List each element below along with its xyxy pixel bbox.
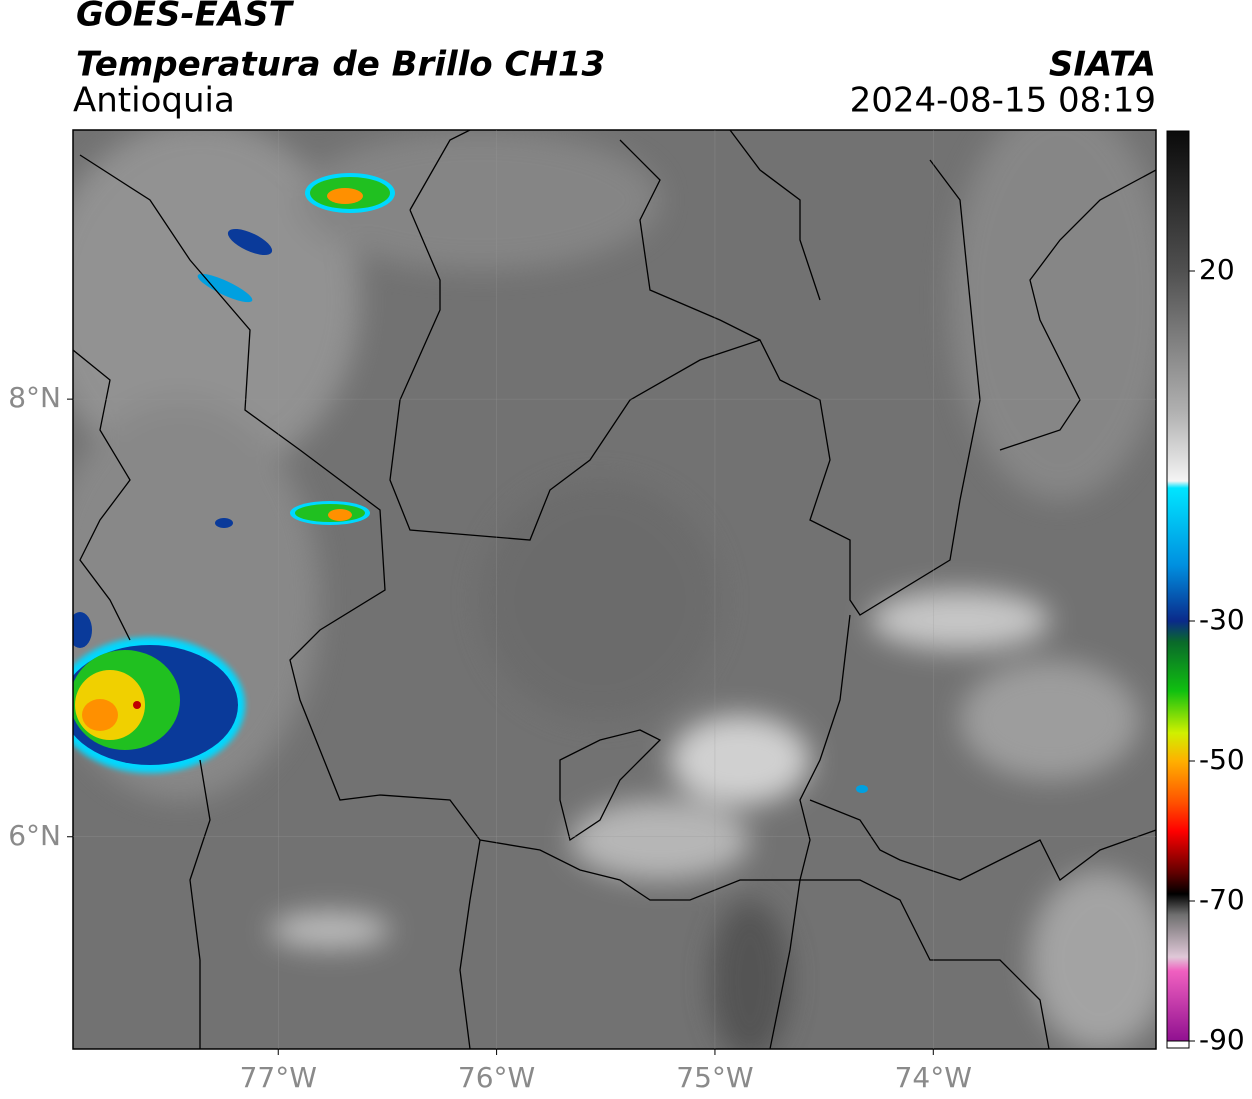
x-tick-label: 75°W: [676, 1061, 753, 1094]
map-frame: [72, 129, 1157, 1050]
colorbar-tick-label: -30: [1199, 603, 1245, 636]
storm-cells: [73, 173, 868, 793]
colorbar-tick-label: -50: [1199, 743, 1245, 776]
datetime: 2024-08-15 08:19: [850, 81, 1156, 121]
satellite-image: [73, 130, 1156, 1049]
borders: [73, 130, 1156, 1049]
subtitle: Temperatura de Brillo CH13: [76, 45, 605, 85]
x-tick-label: 74°W: [895, 1061, 972, 1094]
title: GOES-EAST: [76, 0, 295, 35]
x-tick-label: 77°W: [240, 1061, 317, 1094]
colorbar-tick-label: -90: [1199, 1023, 1245, 1056]
region: Antioquia: [73, 81, 235, 121]
x-tick-label: 76°W: [458, 1061, 535, 1094]
colorbar-tick-label: -70: [1199, 883, 1245, 916]
source: SIATA: [1049, 45, 1156, 85]
colorbar-under: [1166, 1040, 1190, 1049]
colorbar: [1166, 130, 1190, 1049]
y-tick-label: 6°N: [8, 819, 61, 852]
colorbar-tick-label: 20: [1199, 253, 1235, 286]
y-tick-label: 8°N: [8, 381, 61, 414]
